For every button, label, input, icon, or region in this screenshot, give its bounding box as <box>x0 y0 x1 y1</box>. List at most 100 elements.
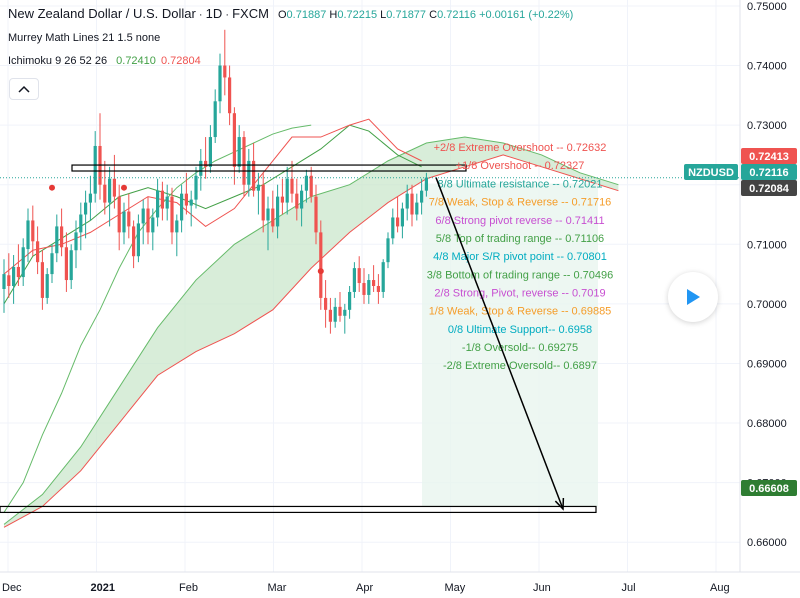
indicator-ichimoku[interactable]: Ichimoku 9 26 52 26 0.72410 0.72804 <box>8 55 201 67</box>
candle-body <box>151 217 155 233</box>
candle <box>367 274 371 304</box>
candle-body <box>381 262 385 292</box>
interval-label[interactable]: 1D <box>205 6 223 21</box>
candle-body <box>79 214 83 233</box>
replay-play-button[interactable] <box>668 272 718 322</box>
candle <box>405 184 409 221</box>
indicator-murrey[interactable]: Murrey Math Lines 21 1.5 none <box>8 32 160 44</box>
candle <box>175 214 179 257</box>
ichimoku-value-base: 0.72804 <box>160 55 201 67</box>
legend-title: New Zealand Dollar / U.S. Dollar · 1D · … <box>8 6 573 21</box>
candle <box>69 244 73 289</box>
dot-separator: · <box>198 9 203 21</box>
time-tick-label: Jul <box>622 582 636 594</box>
price-badge[interactable]: 0.72116 <box>741 164 797 180</box>
price-badge[interactable]: 0.72413 <box>741 148 797 164</box>
time-tick-label: Aug <box>710 582 730 594</box>
candle <box>84 190 88 239</box>
candle-body <box>36 241 40 263</box>
candle-body <box>362 283 366 295</box>
candle <box>74 220 78 269</box>
candle-body <box>367 280 371 295</box>
price-badge[interactable]: 0.72084 <box>741 180 797 196</box>
candle-body <box>415 202 419 215</box>
candle <box>170 187 174 245</box>
candle-body <box>295 193 299 209</box>
candle-body <box>112 178 116 197</box>
candle-body <box>21 247 25 278</box>
price-tick-label: 0.74000 <box>747 61 787 73</box>
candle <box>103 160 107 215</box>
murrey-level-label: 6/8 Strong pivot reverse -- 0.71411 <box>435 215 604 227</box>
forecast-arrow-head <box>554 497 565 511</box>
candle <box>285 166 289 215</box>
murrey-levels: +2/8 Extreme Overshoot -- 0.72632 +1/8 Ov… <box>427 142 614 372</box>
candle <box>247 148 251 197</box>
murrey-level-label: +1/8 Overshoot -- 0.72327 <box>456 160 585 172</box>
candle-body <box>271 208 275 227</box>
candle-body <box>146 208 150 233</box>
candle <box>79 202 83 251</box>
price-badge[interactable]: NZDUSD <box>684 164 738 180</box>
candle-body <box>290 178 294 194</box>
candle <box>7 253 11 298</box>
candle <box>400 202 404 239</box>
high-value: 0.72215 <box>337 9 378 21</box>
candle-body <box>372 280 376 286</box>
candle <box>304 169 308 203</box>
candle <box>333 297 337 328</box>
candle <box>122 202 126 245</box>
candle <box>218 53 222 114</box>
candle <box>223 29 227 96</box>
candle <box>319 220 323 310</box>
target-box[interactable] <box>0 505 597 514</box>
close-value: 0.72116 <box>437 9 477 21</box>
price-tick-label: 0.75000 <box>747 1 787 13</box>
resistance-box[interactable] <box>71 164 467 172</box>
murrey-level-label: 7/8 Weak, Stop & Reverse -- 0.71716 <box>429 197 612 209</box>
candle <box>232 107 236 185</box>
candle-body <box>424 177 428 191</box>
candle-body <box>189 199 193 206</box>
candle-body <box>55 226 59 254</box>
candle <box>132 220 136 269</box>
murrey-level-label: 5/8 Top of trading range -- 0.71106 <box>436 233 604 245</box>
candle <box>213 89 217 143</box>
candle-body <box>165 196 169 209</box>
candle <box>127 193 131 239</box>
forecast-arrow[interactable] <box>435 177 564 510</box>
murrey-level-label: 1/8 Weak, Stop & Reverse -- 0.69885 <box>429 306 612 318</box>
candle <box>376 274 380 304</box>
candle-body <box>396 217 400 227</box>
time-axis: Dec 2021 Feb Mar Apr May Jun Jul Aug <box>0 571 800 594</box>
time-tick-label: Feb <box>179 582 198 594</box>
price-tick-label: 0.69000 <box>747 358 787 370</box>
price-badge[interactable]: 0.66608 <box>741 480 797 496</box>
candle <box>26 208 30 263</box>
collapse-legend-button[interactable] <box>9 78 39 100</box>
candle-body <box>45 274 49 298</box>
candle-body <box>50 253 54 275</box>
candle-body <box>64 247 68 281</box>
candle-body <box>228 77 232 114</box>
candle-body <box>400 208 404 227</box>
candle-body <box>84 202 88 215</box>
candle <box>352 262 356 298</box>
candle <box>60 208 64 257</box>
candle <box>151 208 155 251</box>
candle-body <box>12 266 16 286</box>
candle <box>348 286 352 319</box>
candle <box>343 303 347 334</box>
candle-body <box>108 178 112 203</box>
candle-body <box>343 309 347 316</box>
candle-body <box>132 226 136 257</box>
symbol-title[interactable]: New Zealand Dollar / U.S. Dollar <box>8 6 196 21</box>
candle-body <box>319 232 323 298</box>
candle-body <box>88 193 92 203</box>
candle-body <box>386 238 390 263</box>
price-tick-label: 0.71000 <box>747 239 787 251</box>
candle <box>98 113 102 200</box>
low-value: 0.71877 <box>386 9 427 21</box>
candle-body <box>122 211 126 233</box>
